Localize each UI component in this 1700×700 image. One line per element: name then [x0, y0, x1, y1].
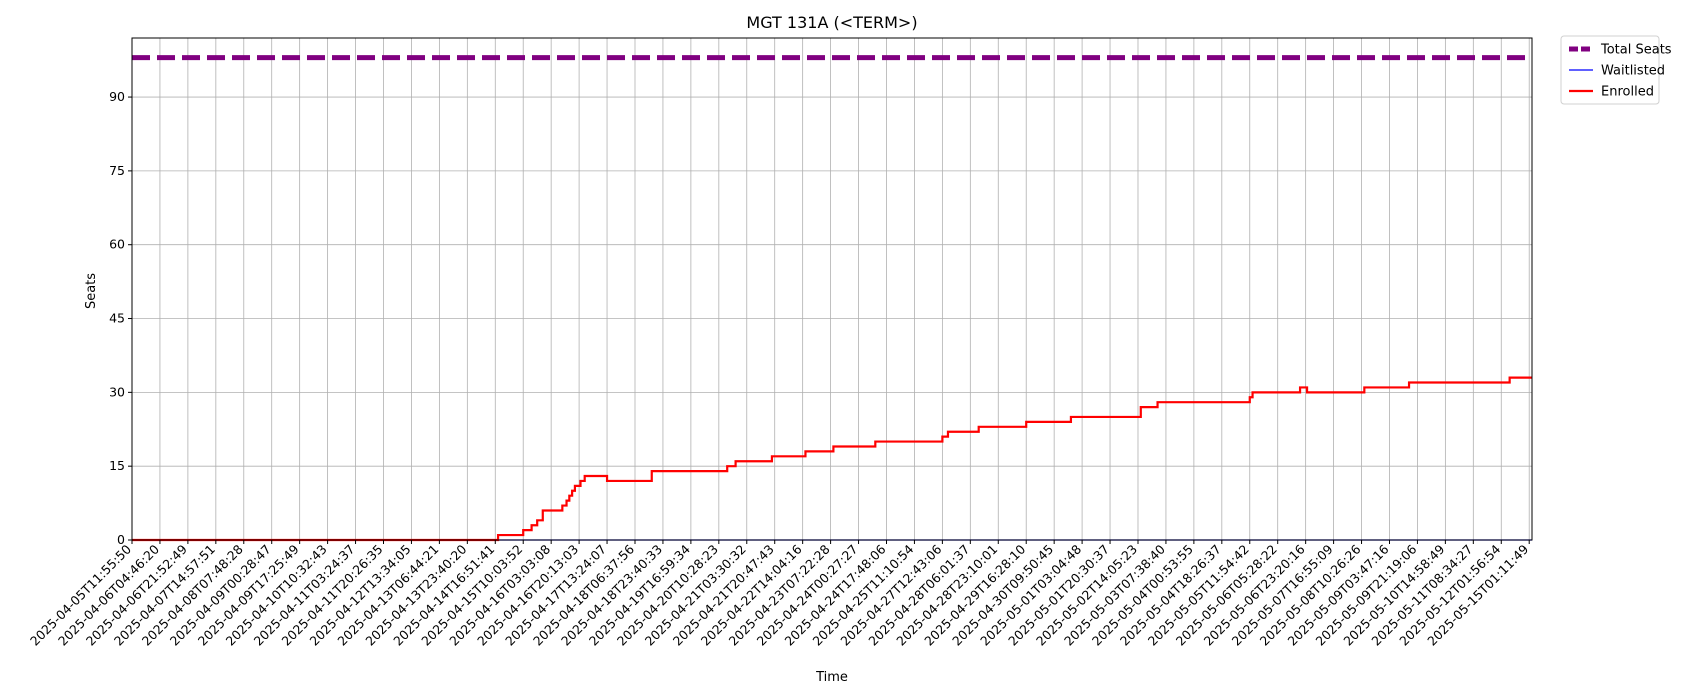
plot-frame	[131, 37, 1533, 541]
y-tick-label: 60	[109, 237, 125, 252]
x-axis-label: Time	[815, 670, 848, 685]
chart-title: MGT 131A (<TERM>)	[746, 13, 917, 32]
y-tick-label: 30	[109, 384, 125, 399]
grid	[131, 38, 1532, 541]
legend: Total Seats Waitlisted Enrolled	[1560, 35, 1672, 105]
y-axis-label: Seats	[84, 273, 99, 309]
y-tick-label: 45	[109, 311, 125, 326]
y-tick-label: 15	[109, 458, 125, 473]
legend-label: Enrolled	[1601, 85, 1654, 100]
legend-frame	[1560, 35, 1660, 105]
legend-label: Total Seats	[1600, 43, 1672, 58]
y-axis: 0 15 30 45 60 75 90	[109, 89, 132, 547]
legend-label: Waitlisted	[1601, 64, 1665, 79]
x-axis: 2025-04-05T11:55:502025-04-06T04:46:2020…	[27, 540, 1531, 649]
y-tick-label: 90	[109, 89, 125, 104]
series-enrolled-line	[132, 376, 1532, 542]
y-tick-label: 75	[109, 163, 125, 178]
series-layer	[132, 55, 1532, 542]
y-tick-label: 0	[117, 532, 125, 547]
